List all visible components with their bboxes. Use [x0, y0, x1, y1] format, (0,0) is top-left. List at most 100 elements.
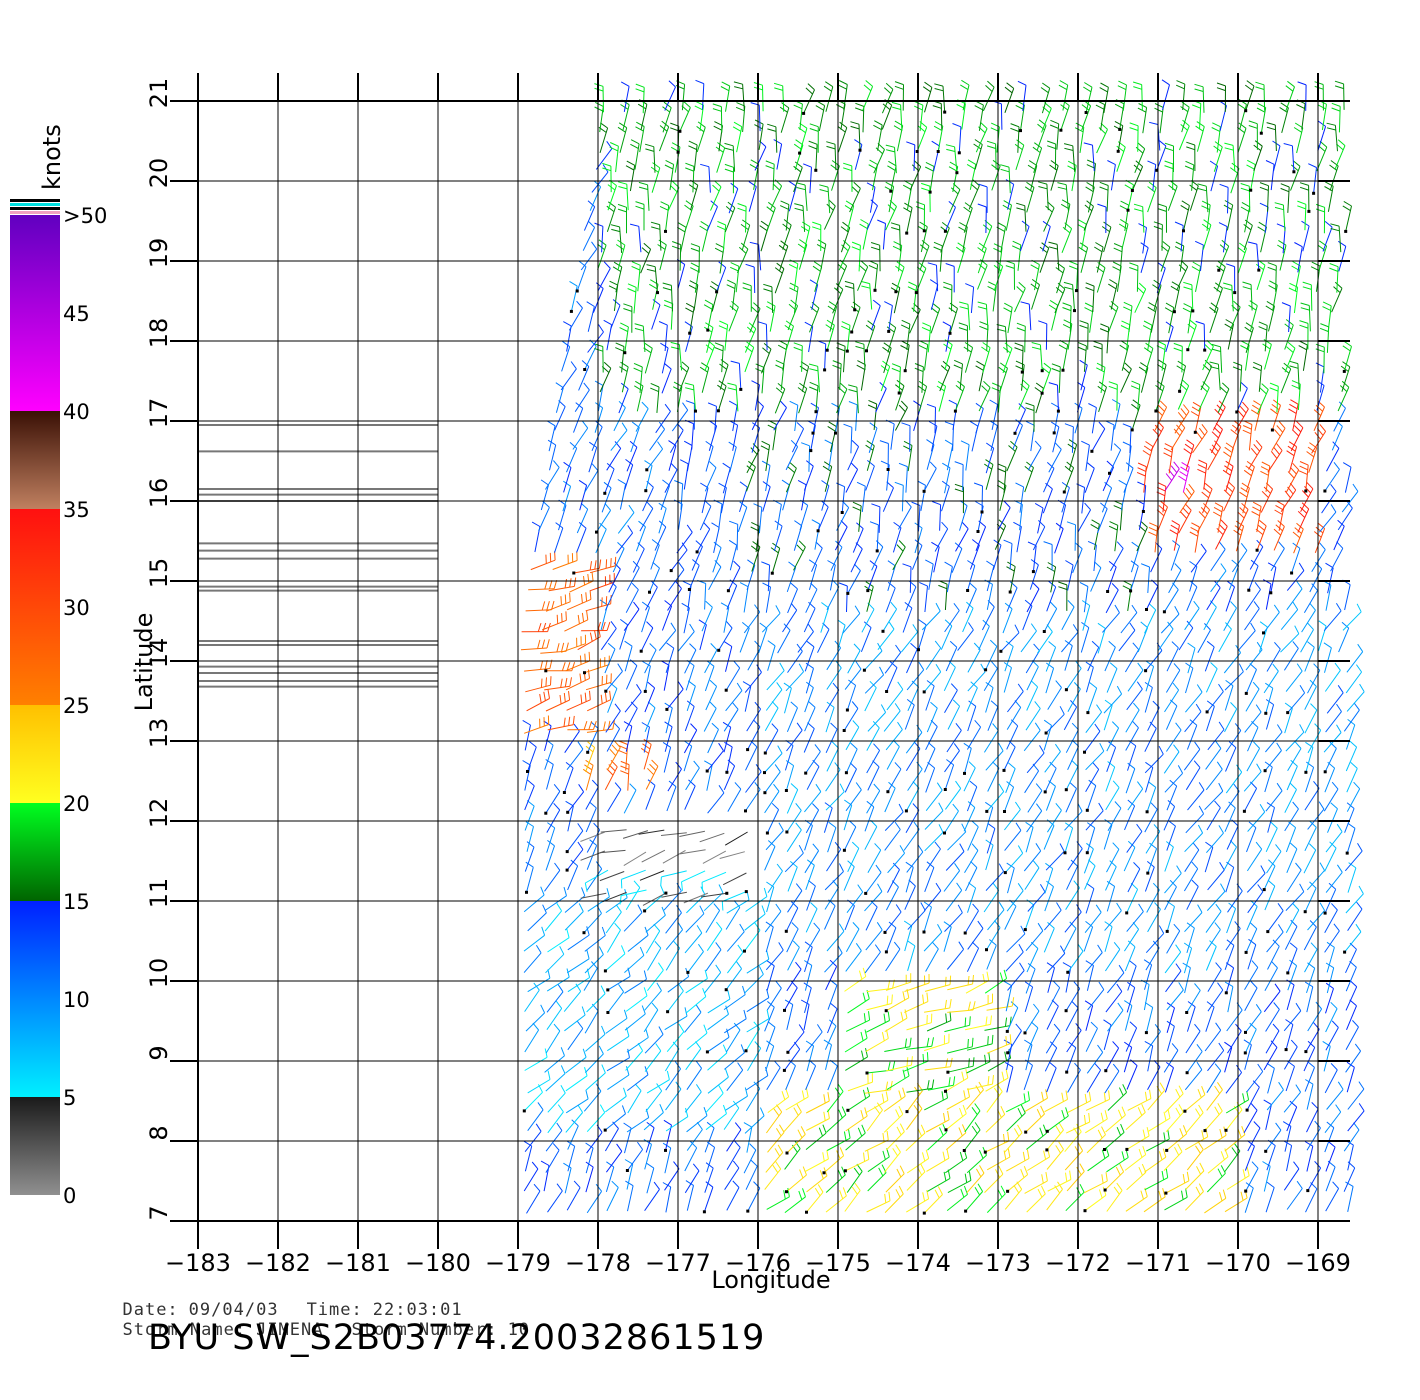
wind-barb — [946, 1037, 974, 1054]
barb-tick — [1353, 1122, 1360, 1131]
wind-barb — [728, 539, 738, 571]
wind-barb — [1146, 882, 1160, 913]
wind-barb — [1047, 1170, 1072, 1192]
barb-tick — [563, 886, 567, 896]
barb-tick — [905, 861, 914, 868]
barb-shaft — [986, 1193, 1006, 1213]
barb-shaft — [1006, 707, 1022, 730]
barb-shaft — [677, 631, 695, 653]
barb-shaft — [1178, 510, 1192, 534]
rain-flag — [1144, 1031, 1148, 1035]
barb-shaft — [986, 828, 996, 854]
barb-shaft — [744, 1115, 765, 1134]
barb-shaft — [1106, 668, 1118, 693]
barb-tick — [540, 1160, 550, 1166]
rain-flag — [1085, 851, 1089, 855]
wind-barb — [1206, 800, 1221, 831]
barb-shaft — [904, 704, 915, 730]
barb-tick — [894, 821, 901, 830]
barb-shaft — [1243, 788, 1258, 812]
barb-shaft — [883, 1151, 901, 1173]
barb-tick — [1121, 1151, 1125, 1161]
wind-barb — [973, 482, 984, 514]
barb-shaft — [607, 991, 624, 1013]
barb-shaft — [1224, 708, 1238, 733]
wind-barb — [1045, 780, 1056, 811]
barb-tick — [627, 1048, 630, 1058]
barb-shaft — [576, 528, 587, 553]
barb-shaft — [701, 871, 727, 883]
barb-shaft — [907, 910, 926, 930]
barb-tick — [888, 921, 897, 929]
barb-shaft — [1207, 729, 1225, 751]
wind-barb — [1247, 804, 1266, 832]
barb-tick — [973, 482, 983, 487]
barb-shaft — [824, 1025, 837, 1050]
barb-tick — [1214, 922, 1221, 930]
barb-tick — [563, 1162, 572, 1169]
wind-barb — [544, 662, 576, 673]
barb-shaft — [762, 486, 771, 512]
barb-shaft — [739, 627, 750, 653]
wind-barb — [845, 720, 860, 751]
wind-barb — [967, 820, 979, 851]
barb-tick — [766, 950, 770, 960]
barb-tick — [540, 479, 549, 486]
barb-shaft — [1325, 988, 1334, 1014]
barb-shaft — [624, 978, 647, 994]
rain-flag — [1006, 1189, 1010, 1193]
wind-barb — [826, 640, 842, 671]
wind-barb — [1184, 1061, 1203, 1091]
rain-flag — [725, 891, 729, 895]
barb-shaft — [850, 548, 863, 573]
barb-tick — [1072, 624, 1079, 633]
barb-shaft — [1346, 691, 1365, 712]
barb-tick — [773, 1060, 781, 1068]
barb-shaft — [1184, 912, 1203, 933]
barb-tick — [643, 738, 652, 745]
barb-tick — [742, 681, 752, 687]
barb-shaft — [1118, 629, 1136, 652]
barb-shaft — [1045, 1030, 1061, 1054]
wind-barb — [1265, 724, 1283, 753]
barb-shaft — [1064, 645, 1073, 671]
wind-barb — [523, 1140, 533, 1172]
barb-tick — [789, 861, 798, 868]
barb-tick — [732, 1100, 740, 1109]
barb-tick — [804, 941, 813, 948]
barb-tick — [734, 1122, 742, 1130]
barb-tick — [675, 581, 682, 589]
barb-shaft — [924, 1097, 948, 1111]
barb-shaft — [924, 832, 944, 852]
barb-shaft — [1103, 1024, 1112, 1051]
barb-tick — [705, 1162, 714, 1169]
wind-barb — [1045, 662, 1055, 694]
wind-barb — [1265, 821, 1278, 853]
barb-tick — [1276, 500, 1285, 506]
barb-shaft — [646, 1079, 670, 1094]
barb-tick — [1090, 523, 1099, 530]
barb-tick — [1000, 1185, 1006, 1195]
wind-barb — [867, 1164, 887, 1192]
barb-tick — [796, 722, 803, 731]
barb-shaft — [1000, 632, 1020, 652]
barb-shaft — [967, 671, 986, 692]
barb-tick — [1259, 804, 1266, 813]
barb-shaft — [1323, 1046, 1331, 1072]
barb-tick — [771, 723, 779, 731]
wind-barb — [943, 759, 955, 791]
barb-tick — [1166, 1020, 1175, 1027]
barb-tick — [1246, 1090, 1250, 1100]
barb-shaft — [528, 588, 555, 591]
wind-barb — [884, 821, 901, 851]
barb-shaft — [845, 928, 860, 953]
barb-shaft — [904, 885, 916, 910]
rain-flag — [1031, 570, 1035, 574]
barb-tick — [591, 572, 594, 582]
barb-tick — [920, 1163, 926, 1173]
wind-barb — [761, 605, 781, 633]
barb-shaft — [585, 786, 599, 810]
wind-barb — [669, 542, 688, 573]
barb-shaft — [564, 895, 586, 913]
barb-shaft — [845, 748, 858, 773]
